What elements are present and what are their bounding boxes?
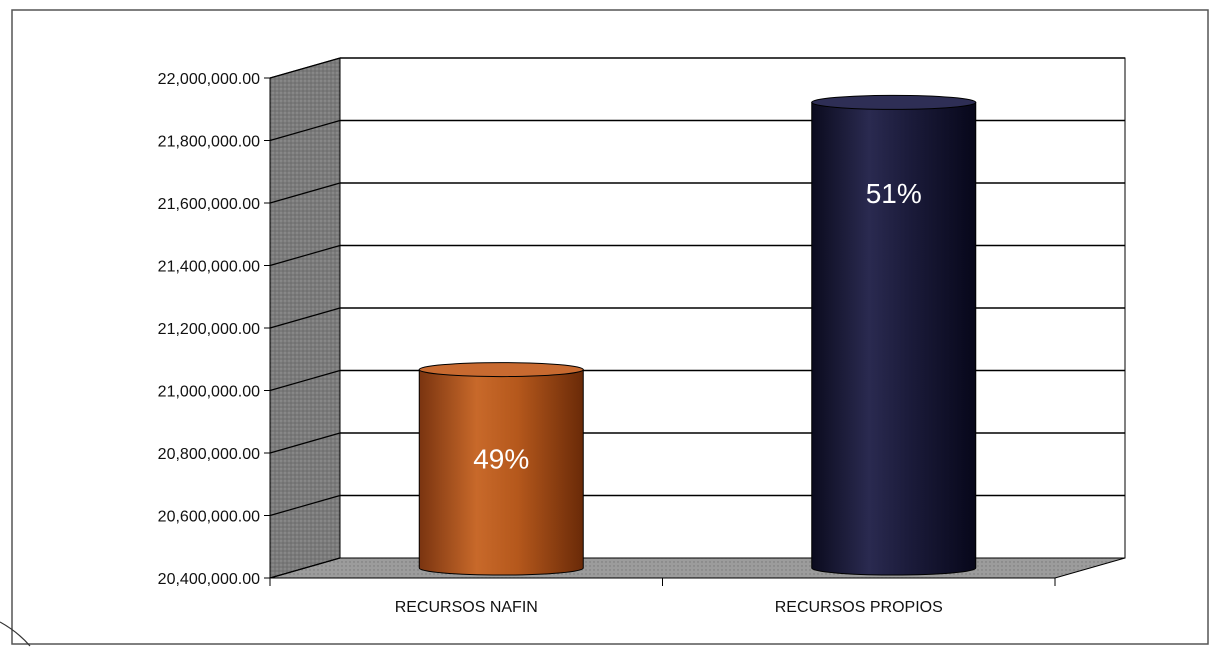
gridline-side — [269, 119, 341, 142]
scan-artifact-line — [0, 621, 31, 647]
gridline-side — [269, 557, 341, 579]
y-tick-label: 20,400,000.00 — [158, 571, 260, 588]
floor — [269, 557, 1126, 579]
plot-area: 20,400,000.00 20,600,000.00 20,800,000.00 2… — [0, 57, 1126, 647]
bar-top — [418, 362, 584, 378]
y-tick-label: 21,600,000.00 — [158, 196, 260, 213]
y-tick-label: 21,400,000.00 — [158, 259, 260, 276]
outer-border — [11, 9, 1209, 645]
gridline-side — [269, 494, 341, 517]
gridline-side — [269, 369, 341, 392]
y-tick-label: 21,000,000.00 — [158, 384, 260, 401]
data-label: 51% — [866, 178, 922, 209]
y-tick-label: 21,200,000.00 — [158, 321, 260, 338]
gridline-side — [269, 244, 341, 267]
gridline-side — [269, 432, 341, 454]
y-tick-label: 21,800,000.00 — [158, 134, 260, 151]
bar — [418, 369, 584, 576]
x-tick-label: RECURSOS NAFIN — [395, 599, 538, 616]
y-tick-label: 20,600,000.00 — [158, 509, 260, 526]
y-tick-label: 22,000,000.00 — [158, 71, 260, 88]
bar — [811, 101, 977, 576]
y-tick-label: 20,800,000.00 — [158, 446, 260, 463]
data-label: 49% — [473, 444, 529, 475]
bar-top — [811, 94, 977, 110]
gridline-side — [269, 57, 341, 79]
gridline-side — [269, 182, 341, 204]
gridline-side — [269, 307, 341, 329]
x-tick-label: RECURSOS PROPIOS — [775, 599, 943, 616]
